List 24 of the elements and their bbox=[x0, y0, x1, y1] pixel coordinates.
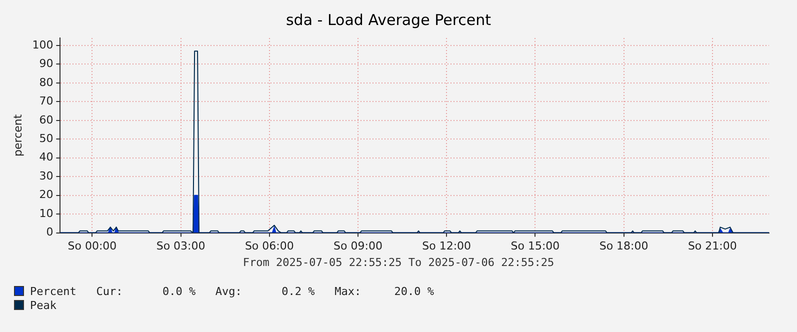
y-tick-label: 50 bbox=[39, 132, 54, 146]
x-tick-label: So 15:00 bbox=[510, 239, 560, 252]
y-axis-title: percent bbox=[11, 114, 24, 156]
x-tick-label: So 03:00 bbox=[156, 239, 206, 252]
y-tick-label: 20 bbox=[39, 188, 54, 202]
text: Percent Cur: 0.0 % Avg: 0.2 % Max: 20.0 % bbox=[30, 284, 434, 298]
x-tick-label: So 21:00 bbox=[688, 239, 737, 252]
y-tick-label: 60 bbox=[39, 113, 54, 126]
y-tick-label: 30 bbox=[39, 169, 54, 182]
x-tick-label: So 06:00 bbox=[244, 239, 294, 252]
y-tick-label: 10 bbox=[39, 206, 54, 220]
x-tick-label: So 09:00 bbox=[334, 239, 382, 252]
y-tick-label: 70 bbox=[39, 94, 54, 108]
y-tick-label: 90 bbox=[39, 57, 54, 70]
y-tick-label: 100 bbox=[32, 38, 54, 52]
text: From 2025-07-05 22:55:25 To 2025-07-06 22:55:25 bbox=[242, 256, 556, 269]
y-tick-label: 40 bbox=[39, 150, 54, 164]
legend-label: Peak bbox=[30, 298, 56, 312]
y-tick-label: 0 bbox=[46, 226, 54, 239]
chart-title: sda - Load Average Percent bbox=[286, 10, 492, 29]
y-tick-label: 80 bbox=[39, 76, 54, 89]
x-tick-label: So 18:00 bbox=[599, 239, 648, 252]
x-tick-label: So 12:00 bbox=[422, 239, 472, 252]
x-tick-label: So 00:00 bbox=[68, 239, 117, 252]
